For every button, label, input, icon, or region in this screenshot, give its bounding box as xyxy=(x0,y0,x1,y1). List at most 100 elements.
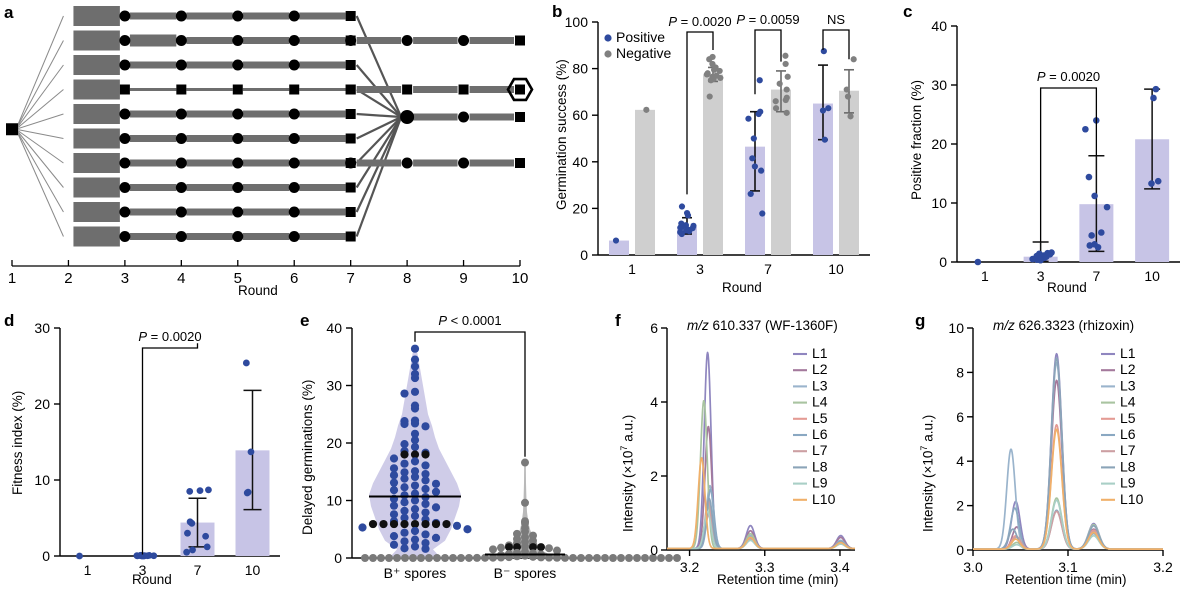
data-point xyxy=(433,554,441,562)
lineage-node-circle xyxy=(175,59,187,71)
legend-label: L1 xyxy=(1120,345,1136,361)
lineage-node-circle xyxy=(232,35,244,46)
lineage-connector xyxy=(186,88,233,91)
lineage-connector xyxy=(242,37,290,44)
data-point xyxy=(410,535,420,544)
data-point xyxy=(677,224,684,231)
data-point xyxy=(400,506,409,515)
lineage-connector xyxy=(129,135,177,142)
panel-c-label: c xyxy=(903,2,913,21)
lineage-node-circle xyxy=(345,157,357,169)
data-point xyxy=(782,52,789,59)
panel-f-ylabel-post: a.u.) xyxy=(620,414,636,446)
data-point xyxy=(784,73,791,80)
y-tick-label: 0 xyxy=(650,542,658,558)
panel-e-ylabel: Delayed germinations (%) xyxy=(300,379,315,535)
data-point xyxy=(489,553,497,562)
x-tick-label: 10 xyxy=(245,562,261,578)
data-point xyxy=(410,467,420,476)
data-point xyxy=(410,419,420,428)
lineage-node-circle xyxy=(175,231,187,242)
lineage-node-square xyxy=(345,207,356,217)
data-point xyxy=(452,521,462,530)
data-point xyxy=(421,422,430,431)
lineage-node-square xyxy=(345,182,356,193)
p-rest: = 0.0020 xyxy=(677,14,732,29)
data-point xyxy=(393,554,401,562)
data-point xyxy=(410,481,420,490)
panel-g-title-mz: m/z xyxy=(993,318,1015,333)
data-point xyxy=(465,553,473,562)
data-point xyxy=(410,404,420,413)
significance-label: P < 0.0001 xyxy=(438,313,501,328)
p-rest: < 0.0001 xyxy=(447,313,502,328)
panel-a-xtick: 8 xyxy=(403,270,411,287)
data-point xyxy=(400,537,409,546)
lineage-node-circle xyxy=(458,35,470,46)
lineage-node-square xyxy=(515,84,525,95)
data-point xyxy=(601,554,609,562)
x-tick-label: 3.1 xyxy=(1058,559,1078,575)
lineage-connector xyxy=(242,233,290,240)
data-point xyxy=(421,484,430,494)
round2-block xyxy=(73,55,120,75)
data-point xyxy=(400,528,409,537)
panel-g-title: m/z 626.3323 (rhizoxin) xyxy=(993,318,1134,333)
lineage-node-circle xyxy=(119,108,131,120)
round2-block xyxy=(73,104,120,124)
data-point xyxy=(751,163,758,170)
data-point xyxy=(481,553,489,562)
lineage-node-square xyxy=(345,109,356,119)
y-tick-label: 20 xyxy=(931,136,947,152)
lineage-connector xyxy=(242,110,290,118)
x-tick-label: 3.0 xyxy=(963,559,983,575)
data-point xyxy=(707,77,715,84)
lineage-node-circle xyxy=(119,10,131,22)
lineage-connector xyxy=(186,184,233,191)
data-point xyxy=(368,519,378,529)
panel-a-xtick: 9 xyxy=(459,270,467,287)
data-point xyxy=(425,554,433,562)
y-tick-label: 4 xyxy=(956,453,964,469)
lineage-node-circle xyxy=(288,108,300,120)
lineage-connector xyxy=(413,37,458,44)
data-point xyxy=(1103,203,1111,211)
data-point xyxy=(561,553,569,562)
panel-g: g m/z 626.3323 (rhizoxin) 0 2 4 6 8 10 3.0 3.1 3… xyxy=(905,300,1200,594)
lineage-node-circle xyxy=(288,59,300,71)
panel-f-ylabel: Intensity (×107 a.u.) xyxy=(619,415,636,532)
data-point xyxy=(421,508,430,517)
data-point xyxy=(431,533,441,542)
significance-bracket xyxy=(686,31,714,195)
lineage-connector xyxy=(356,159,402,167)
panel-b-xlabel: Round xyxy=(722,280,762,295)
lineage-node-square xyxy=(458,84,469,95)
violin-negative xyxy=(473,462,577,558)
y-tick-label: 10 xyxy=(326,493,342,509)
panel-g-label: g xyxy=(915,311,926,330)
panel-b-ylabel: Germination success (%) xyxy=(554,59,569,210)
data-point xyxy=(389,454,399,463)
data-point xyxy=(819,107,827,114)
data-point xyxy=(410,362,420,371)
y-tick-label: 4 xyxy=(650,394,658,410)
data-point xyxy=(1148,180,1155,187)
significance-bracket xyxy=(1039,87,1098,242)
data-point xyxy=(821,136,828,143)
data-point xyxy=(361,554,369,562)
founder-link xyxy=(15,113,64,130)
chromatogram-line-L10 xyxy=(972,428,1164,550)
data-point xyxy=(716,67,723,75)
panel-a-xtick: 2 xyxy=(64,270,72,287)
data-point xyxy=(463,525,472,534)
lineage-connector xyxy=(469,37,514,44)
data-point xyxy=(410,373,420,383)
significance-label: P = 0.0020 xyxy=(138,329,201,344)
panel-a-xtick: 10 xyxy=(512,270,529,287)
data-point xyxy=(684,212,692,219)
lineage-node-circle xyxy=(232,231,244,242)
legend-label: L9 xyxy=(812,475,828,491)
lineage-node-square xyxy=(402,84,413,95)
lineage-node-circle xyxy=(119,182,131,193)
lineage-node-circle xyxy=(345,35,357,46)
